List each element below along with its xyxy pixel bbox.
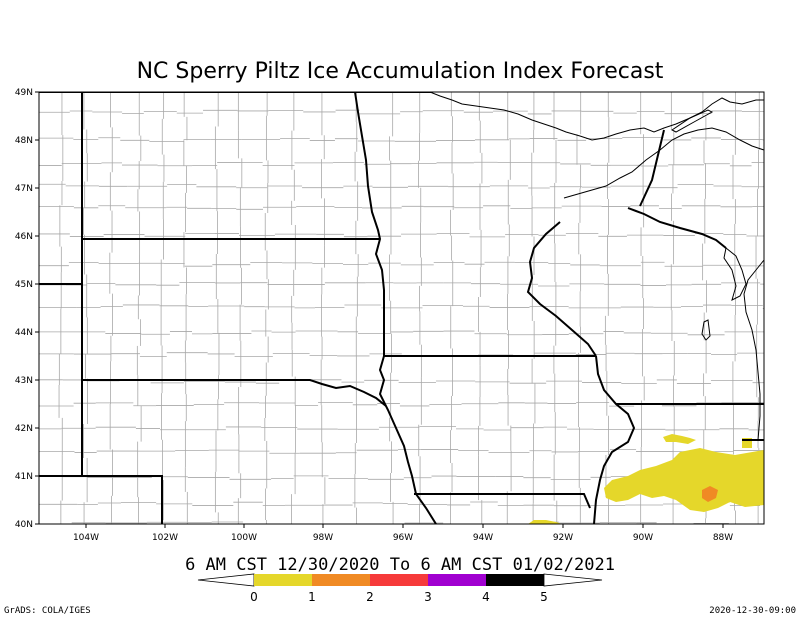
nd-mn-border [354, 92, 385, 356]
map-area: 49N 48N 47N 46N 45N 44N 43N 42N 41N 40N … [15, 88, 765, 543]
lat-label-45: 45N [15, 280, 33, 290]
county-boundaries [39, 92, 764, 524]
map-title: NC Sperry Piltz Ice Accumulation Index F… [137, 59, 664, 84]
ice-index-1-area [604, 448, 764, 512]
lat-label-46: 46N [15, 232, 33, 242]
state-boundaries [39, 92, 764, 524]
ice-index-1-area-south [528, 520, 562, 524]
lat-label-44: 44N [15, 328, 33, 338]
credit-text: GrADS: COLA/IGES [4, 606, 91, 616]
longitude-labels: 104W 102W 100W 98W 96W 94W 92W 90W 88W [73, 524, 733, 543]
colorbar-label-4: 4 [482, 590, 490, 604]
colorbar-label-1: 1 [308, 590, 316, 604]
mi-up-border [639, 129, 665, 207]
mississippi-river-border [593, 355, 636, 524]
colorbar-label-2: 2 [366, 590, 374, 604]
issued-timestamp: 2020-12-30-09:00 [709, 606, 796, 616]
colorbar: 0 1 2 3 4 5 [197, 573, 603, 604]
lon-label-90: 90W [633, 533, 653, 543]
lat-label-47: 47N [15, 184, 33, 194]
sd-ne-border [82, 379, 387, 407]
ice-index-1-area-west [663, 434, 696, 444]
lon-label-88: 88W [713, 533, 733, 543]
ice-index-2-area [702, 486, 718, 502]
ice-index-shading [528, 434, 764, 524]
valid-range-text: 6 AM CST 12/30/2020 To 6 AM CST 01/02/20… [185, 555, 615, 575]
lat-label-43: 43N [15, 376, 33, 386]
colorbar-segment-4-5 [486, 574, 544, 586]
colorbar-segment-3-4 [428, 574, 486, 586]
coastlines [429, 92, 764, 441]
sd-ia-border [378, 355, 437, 524]
wi-mi-border [627, 207, 727, 249]
lake-michigan-shore [743, 259, 764, 441]
colorbar-label-0: 0 [250, 590, 258, 604]
colorbar-segment-1-2 [312, 574, 370, 586]
ia-mo-border [414, 493, 591, 509]
green-bay [723, 247, 747, 301]
mn-wi-border [526, 221, 597, 357]
lat-label-41: 41N [15, 472, 33, 482]
colorbar-label-3: 3 [424, 590, 432, 604]
colorbar-segment-0-1 [254, 574, 312, 586]
lake-superior-shore [429, 92, 764, 141]
superior-south-shore [563, 127, 764, 199]
colorbar-right-arrow [543, 573, 603, 587]
ne-ks-border [39, 475, 163, 524]
lon-label-102: 102W [152, 533, 178, 543]
lat-label-42: 42N [15, 424, 33, 434]
lon-label-100: 100W [231, 533, 257, 543]
lat-label-49: 49N [15, 88, 33, 98]
colorbar-left-arrow [197, 573, 255, 587]
lake-winnebago [701, 319, 711, 341]
colorbar-segment-2-3 [370, 574, 428, 586]
map-frame [38, 91, 765, 525]
isle-royale [671, 109, 714, 133]
lat-label-40: 40N [15, 520, 33, 530]
lon-label-104: 104W [73, 533, 99, 543]
lon-label-92: 92W [553, 533, 573, 543]
lon-label-98: 98W [313, 533, 333, 543]
latitude-labels: 49N 48N 47N 46N 45N 44N 43N 42N 41N 40N [15, 88, 39, 530]
colorbar-label-5: 5 [540, 590, 548, 604]
lon-label-96: 96W [393, 533, 413, 543]
lat-label-48: 48N [15, 136, 33, 146]
lon-label-94: 94W [473, 533, 493, 543]
